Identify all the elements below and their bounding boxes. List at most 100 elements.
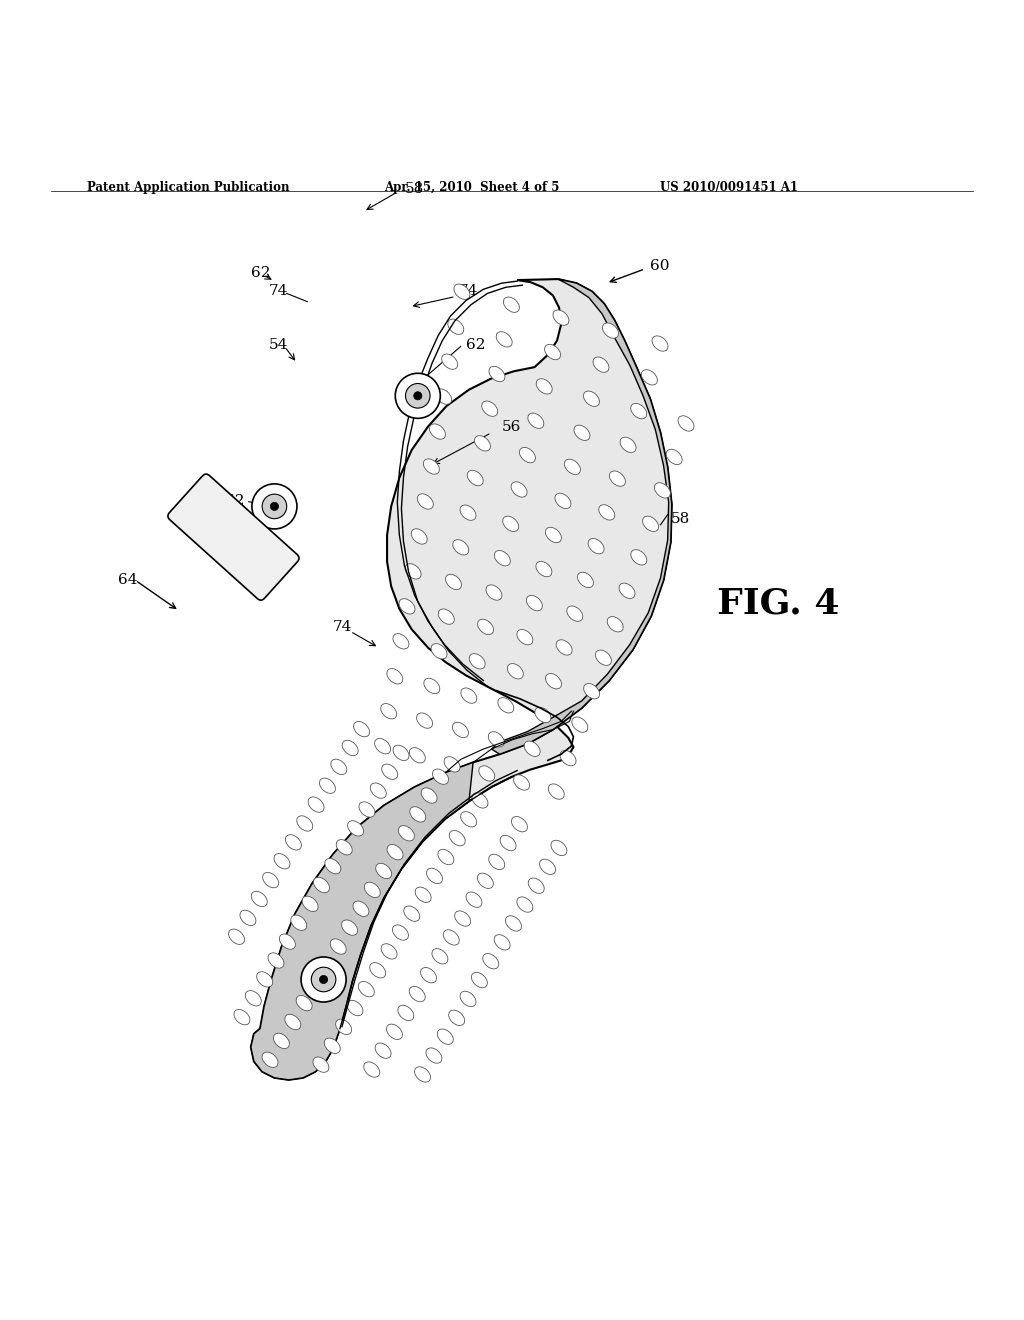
Ellipse shape (593, 356, 609, 372)
Ellipse shape (421, 788, 437, 803)
Ellipse shape (398, 1006, 414, 1020)
Ellipse shape (424, 678, 439, 693)
Ellipse shape (479, 766, 495, 781)
Ellipse shape (536, 561, 552, 577)
Ellipse shape (438, 849, 454, 865)
Ellipse shape (461, 688, 477, 704)
Ellipse shape (546, 673, 561, 689)
Ellipse shape (437, 1030, 454, 1044)
Circle shape (311, 968, 336, 991)
Ellipse shape (386, 1024, 402, 1039)
Ellipse shape (486, 585, 502, 601)
Ellipse shape (588, 539, 604, 554)
Ellipse shape (460, 506, 476, 520)
Ellipse shape (524, 741, 541, 756)
Circle shape (252, 484, 297, 529)
Ellipse shape (453, 722, 468, 738)
Text: Apr. 15, 2010  Sheet 4 of 5: Apr. 15, 2010 Sheet 4 of 5 (384, 181, 559, 194)
Ellipse shape (268, 953, 284, 968)
Ellipse shape (375, 1043, 391, 1059)
Ellipse shape (602, 323, 618, 338)
Ellipse shape (403, 906, 420, 921)
Ellipse shape (431, 644, 447, 659)
Ellipse shape (477, 873, 494, 888)
Ellipse shape (574, 425, 590, 441)
Circle shape (262, 494, 287, 519)
Ellipse shape (342, 741, 358, 755)
Circle shape (319, 975, 328, 983)
Circle shape (395, 374, 440, 418)
Ellipse shape (393, 746, 409, 760)
Ellipse shape (240, 911, 256, 925)
Ellipse shape (454, 284, 470, 300)
Circle shape (414, 392, 422, 400)
Ellipse shape (325, 1038, 340, 1053)
Ellipse shape (429, 424, 445, 440)
Text: 60: 60 (650, 259, 670, 273)
Ellipse shape (319, 777, 336, 793)
Ellipse shape (571, 717, 588, 733)
Ellipse shape (667, 449, 682, 465)
Ellipse shape (511, 817, 527, 832)
Ellipse shape (507, 664, 523, 678)
Ellipse shape (620, 583, 635, 598)
Ellipse shape (331, 939, 346, 954)
Ellipse shape (461, 812, 476, 826)
Ellipse shape (678, 416, 694, 432)
Text: FIG. 4: FIG. 4 (717, 586, 840, 620)
Text: 74: 74 (268, 284, 288, 298)
Text: US 2010/0091451 A1: US 2010/0091451 A1 (660, 181, 799, 194)
Ellipse shape (489, 367, 505, 381)
Ellipse shape (432, 770, 449, 784)
Ellipse shape (527, 413, 544, 429)
Ellipse shape (578, 573, 594, 587)
Ellipse shape (528, 878, 544, 894)
Ellipse shape (331, 759, 347, 775)
Ellipse shape (415, 1067, 430, 1082)
Ellipse shape (297, 816, 312, 832)
Ellipse shape (412, 529, 427, 544)
Text: 74: 74 (459, 284, 478, 298)
Ellipse shape (262, 1052, 279, 1068)
Ellipse shape (353, 722, 370, 737)
Ellipse shape (503, 516, 519, 532)
Ellipse shape (551, 841, 567, 855)
Ellipse shape (535, 708, 551, 722)
Ellipse shape (519, 447, 536, 463)
Ellipse shape (449, 1010, 465, 1026)
Ellipse shape (556, 640, 572, 655)
Ellipse shape (477, 619, 494, 635)
Ellipse shape (435, 389, 452, 404)
Ellipse shape (444, 756, 460, 772)
Text: 58: 58 (671, 512, 690, 525)
Ellipse shape (652, 335, 668, 351)
Ellipse shape (257, 972, 272, 987)
Ellipse shape (421, 968, 436, 983)
Ellipse shape (443, 929, 460, 945)
Text: 64: 64 (118, 573, 137, 587)
Ellipse shape (302, 896, 318, 912)
Ellipse shape (371, 783, 386, 799)
Ellipse shape (517, 896, 532, 912)
Ellipse shape (469, 653, 485, 669)
Ellipse shape (488, 731, 504, 747)
Ellipse shape (370, 962, 386, 978)
Ellipse shape (286, 834, 301, 850)
Ellipse shape (426, 1048, 442, 1063)
Ellipse shape (399, 599, 415, 614)
Text: Patent Application Publication: Patent Application Publication (87, 181, 290, 194)
Ellipse shape (336, 840, 352, 855)
Ellipse shape (474, 436, 490, 451)
Ellipse shape (482, 953, 499, 969)
Polygon shape (251, 763, 473, 1080)
Ellipse shape (498, 698, 514, 713)
Ellipse shape (308, 797, 324, 812)
Ellipse shape (365, 882, 380, 898)
Ellipse shape (467, 470, 483, 486)
Ellipse shape (584, 684, 600, 698)
Ellipse shape (488, 854, 505, 870)
Ellipse shape (506, 916, 521, 931)
Ellipse shape (599, 504, 614, 520)
Ellipse shape (517, 630, 532, 645)
Ellipse shape (376, 863, 391, 879)
